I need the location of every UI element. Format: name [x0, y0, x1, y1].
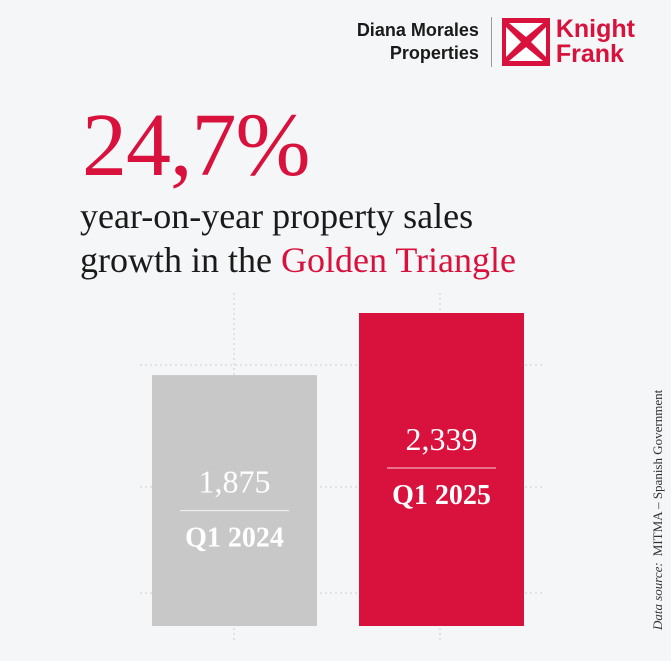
bar-category-label-2: Q1 2025	[392, 480, 491, 511]
data-source-label: Data source:	[650, 562, 665, 630]
knight-frank-emblem-icon	[501, 18, 550, 66]
bar-category-label-1: Q1 2024	[185, 523, 284, 554]
data-source-text: MITMA – Spanish Government	[650, 389, 665, 557]
data-source-note: Data source: MITMA – Spanish Government	[650, 390, 666, 630]
partner-name-line1: Knight	[555, 15, 635, 43]
bar-2	[359, 313, 524, 626]
subtitle-line1: year-on-year property sales	[80, 196, 474, 236]
bar-1	[152, 375, 317, 626]
subtitle-highlight: Golden Triangle	[280, 240, 516, 280]
logo-divider	[490, 17, 492, 67]
agency-name-line1: Diana Morales	[356, 20, 479, 40]
agency-name-line2: Properties	[389, 43, 479, 63]
bar-value-label-2: 2,339	[406, 421, 478, 457]
knight-frank-logo: Knight Frank	[501, 15, 635, 68]
agency-logo-text: Diana Morales Properties	[357, 19, 479, 65]
headline-value: 24,7%	[82, 96, 310, 195]
subtitle-line2-prefix: growth in the	[80, 240, 281, 280]
partner-name-line2: Frank	[555, 40, 624, 68]
header-brands: Diana Morales Properties Knight Frank	[357, 14, 635, 70]
headline-subtitle: year-on-year property sales growth in th…	[80, 194, 516, 282]
bar-value-label-1: 1,875	[199, 464, 271, 500]
